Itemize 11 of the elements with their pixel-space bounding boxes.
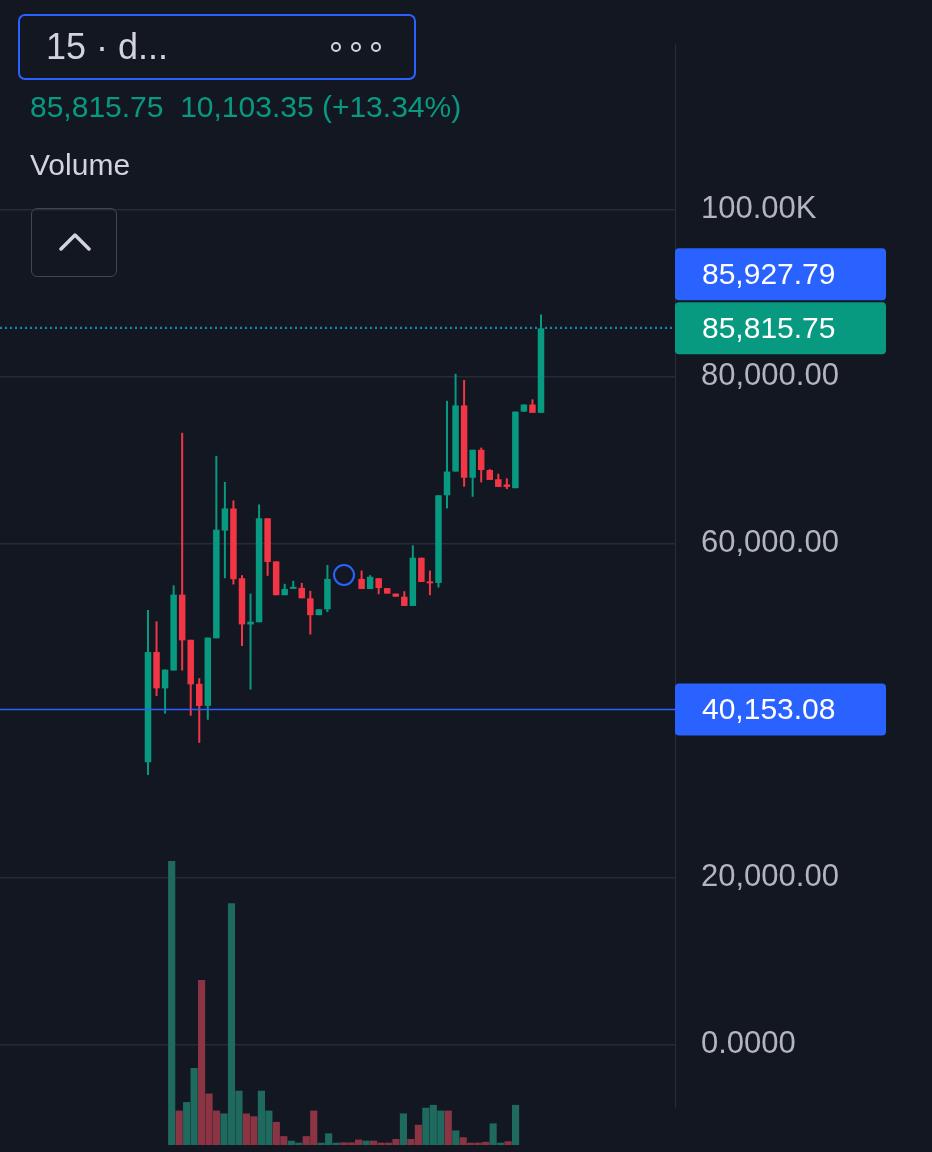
y-tick-label: 0.0000 (701, 1025, 796, 1061)
y-tick-label: 20,000.00 (701, 858, 839, 894)
chart-title: 15 · d... (46, 26, 169, 68)
ref-line-label: 40,153.08 (702, 691, 836, 725)
text: 85,815.75 10,103.35 (+13.34%) (30, 90, 462, 124)
y-tick-label: 60,000.00 (701, 524, 839, 560)
ref-line-label: 85,815.75 (702, 310, 836, 344)
y-tick-label: 80,000.00 (701, 357, 839, 393)
y-tick-label: 100.00K (701, 190, 817, 226)
text: Volume (30, 148, 131, 182)
ref-line-label: 85,927.79 (702, 256, 836, 290)
